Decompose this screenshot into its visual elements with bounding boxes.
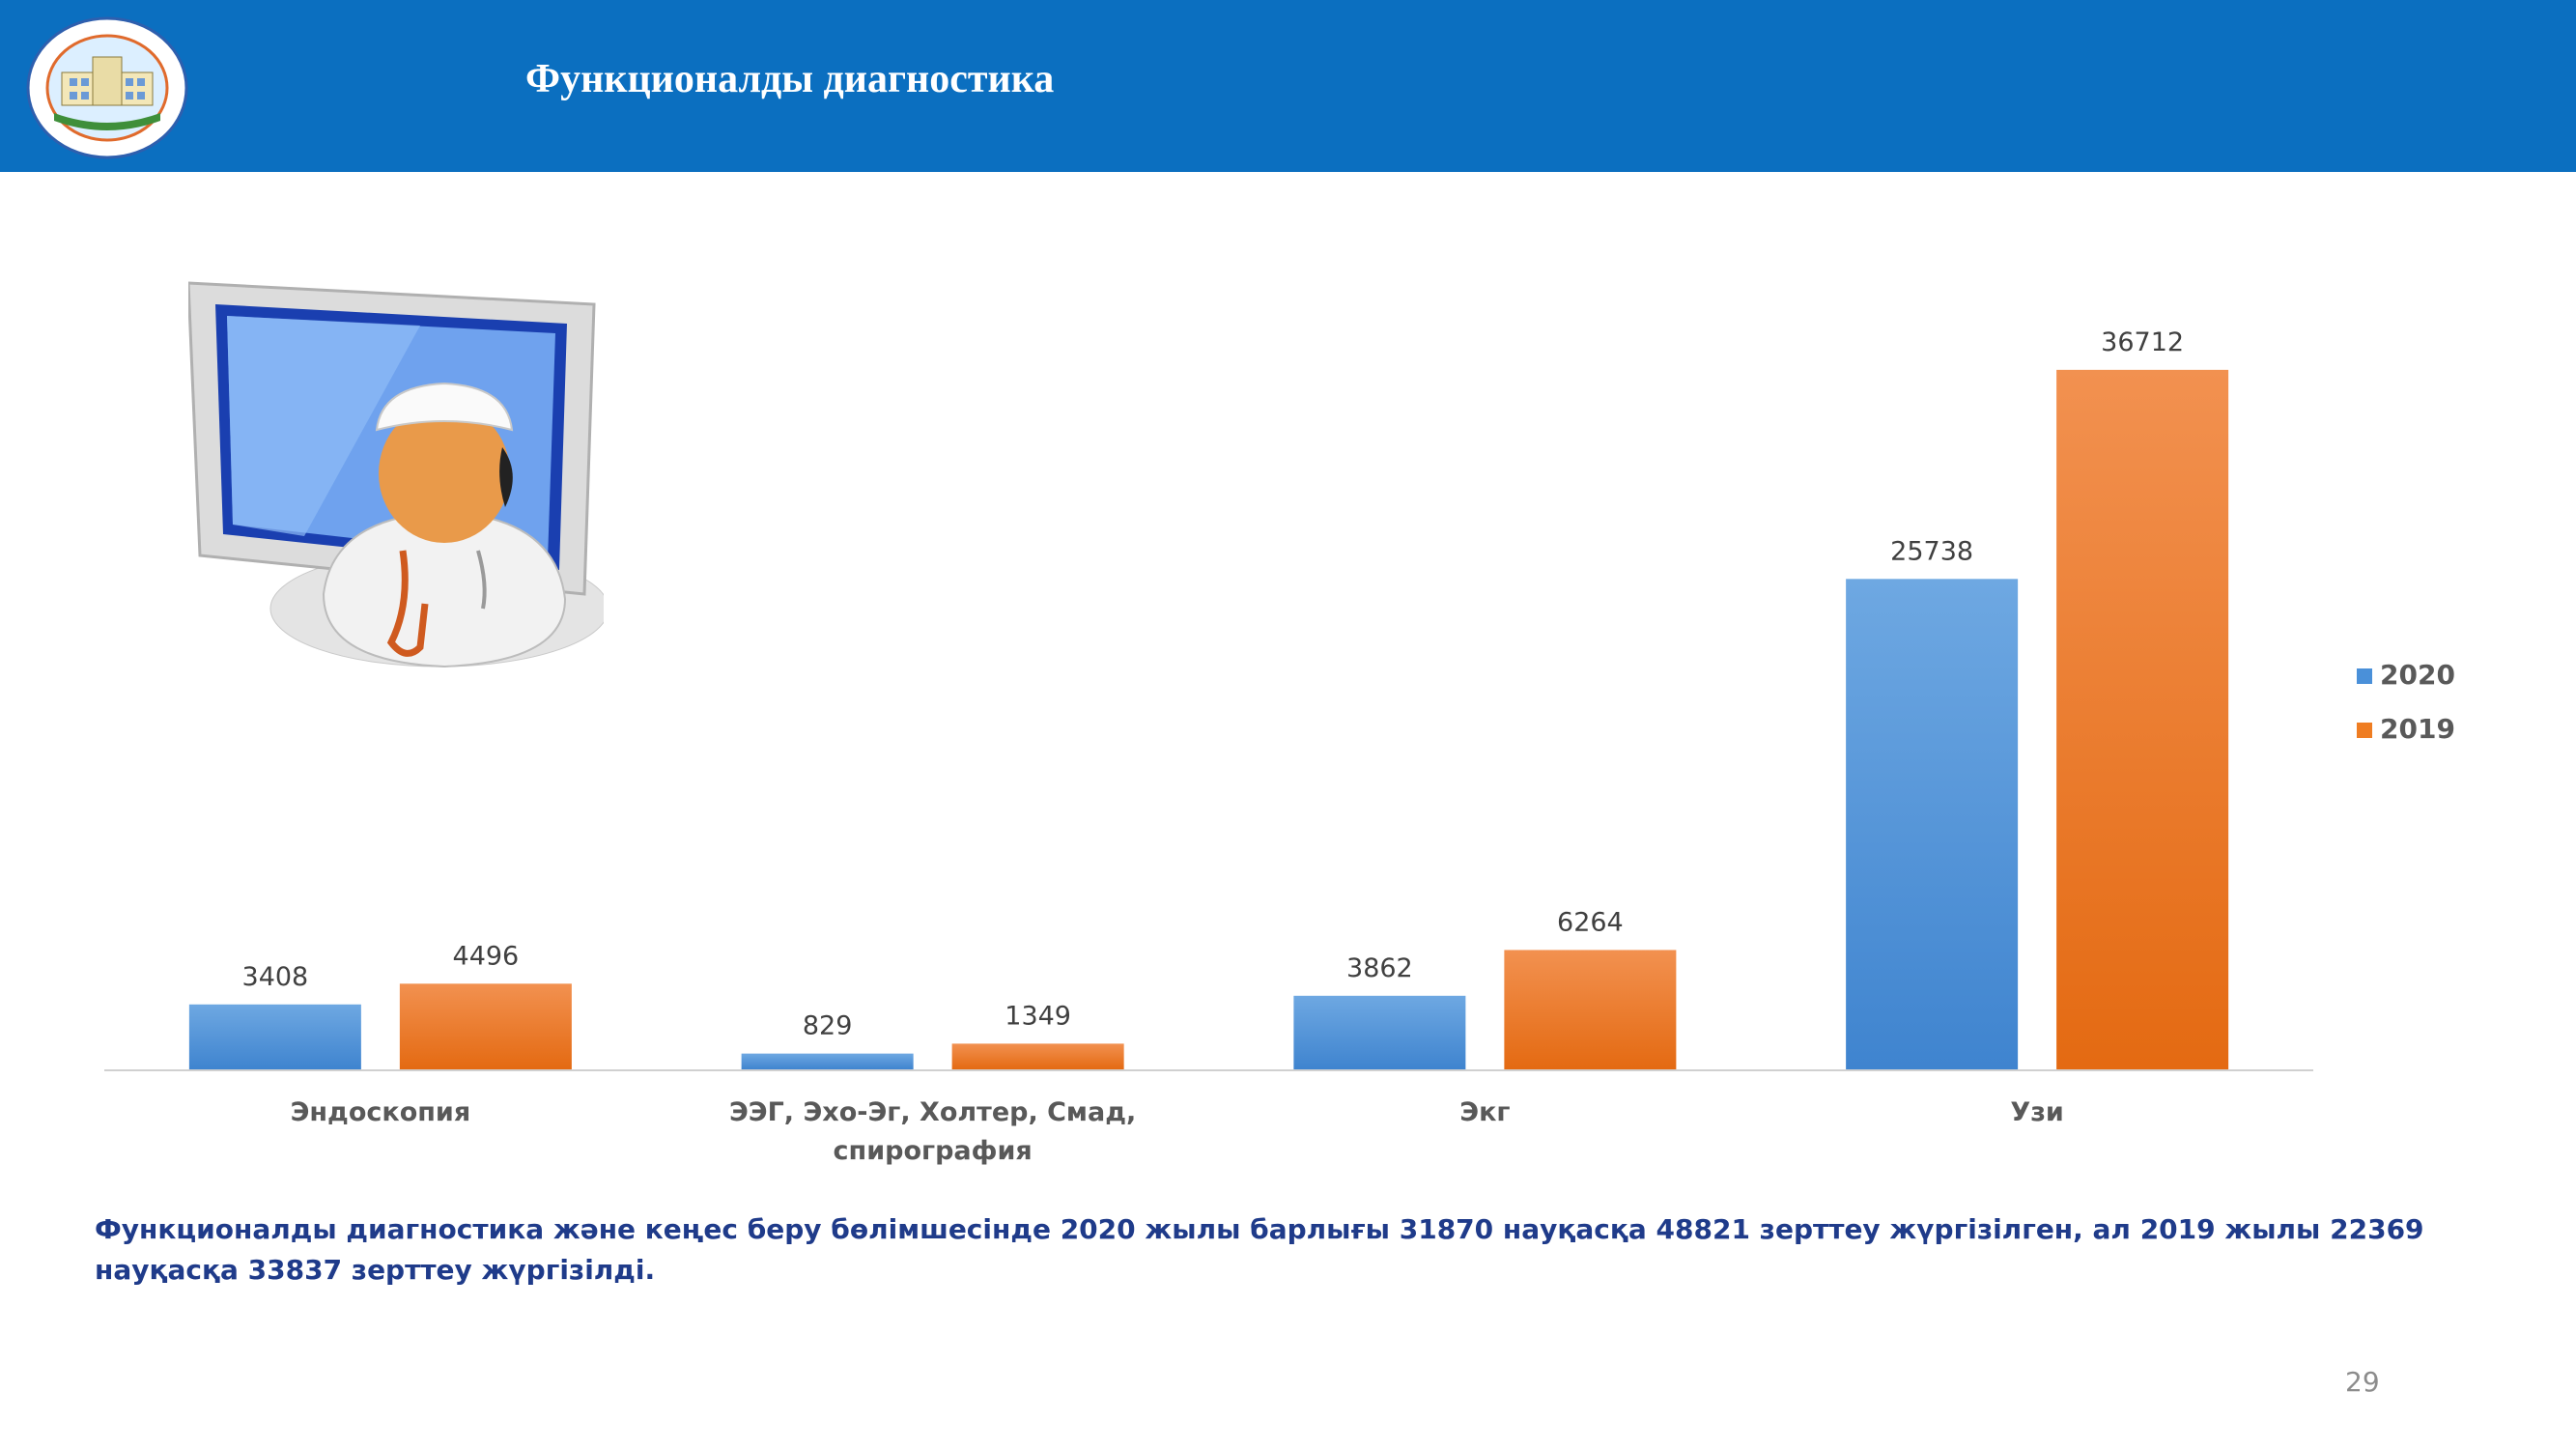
category-label-2: спирография bbox=[834, 1136, 1033, 1166]
data-label-2019-2: 1349 bbox=[1005, 1001, 1071, 1031]
bar-2020-2 bbox=[741, 1053, 914, 1069]
bar-2020-3 bbox=[1293, 995, 1466, 1069]
page-number: 29 bbox=[2345, 1366, 2380, 1398]
bar-chart: 3408 4496 Эндоскопия 829 1349 ЭЭГ, Эхо-Эг, Хо… bbox=[104, 327, 2455, 1166]
bar-2020-1 bbox=[188, 1004, 361, 1069]
bar-2019-1 bbox=[399, 983, 572, 1069]
category-label-1: Эндоскопия bbox=[291, 1097, 471, 1127]
bar-2019-3 bbox=[1504, 950, 1677, 1069]
category-label-3: Экг bbox=[1459, 1097, 1510, 1127]
bar-2019-4 bbox=[2056, 369, 2229, 1069]
data-label-2019-1: 4496 bbox=[453, 941, 520, 971]
header-bar: Функционалды диагностика bbox=[0, 0, 2576, 172]
page-title: Функционалды диагностика bbox=[525, 57, 1055, 101]
legend-label-2020: 2020 bbox=[2380, 659, 2455, 691]
doctor-monitor-illustration bbox=[188, 281, 604, 668]
legend-swatch-2019 bbox=[2357, 723, 2372, 738]
data-label-2019-3: 6264 bbox=[1557, 907, 1624, 937]
bar-2019-2 bbox=[951, 1043, 1124, 1069]
category-label-4: Узи bbox=[2010, 1097, 2063, 1127]
bar-2020-4 bbox=[1846, 579, 2019, 1069]
data-label-2020-1: 3408 bbox=[242, 962, 309, 992]
legend-swatch-2020 bbox=[2357, 668, 2372, 684]
data-label-2020-4: 25738 bbox=[1890, 536, 1973, 566]
data-label-2020-3: 3862 bbox=[1346, 953, 1413, 983]
hospital-logo bbox=[26, 16, 188, 159]
data-label-2020-2: 829 bbox=[803, 1011, 853, 1041]
data-label-2019-4: 36712 bbox=[2101, 327, 2184, 357]
legend-label-2019: 2019 bbox=[2380, 713, 2455, 745]
summary-caption: Функционалды диагностика және кеңес беру… bbox=[95, 1213, 2424, 1286]
category-label-2: ЭЭГ, Эхо-Эг, Холтер, Смад, bbox=[729, 1097, 1136, 1127]
